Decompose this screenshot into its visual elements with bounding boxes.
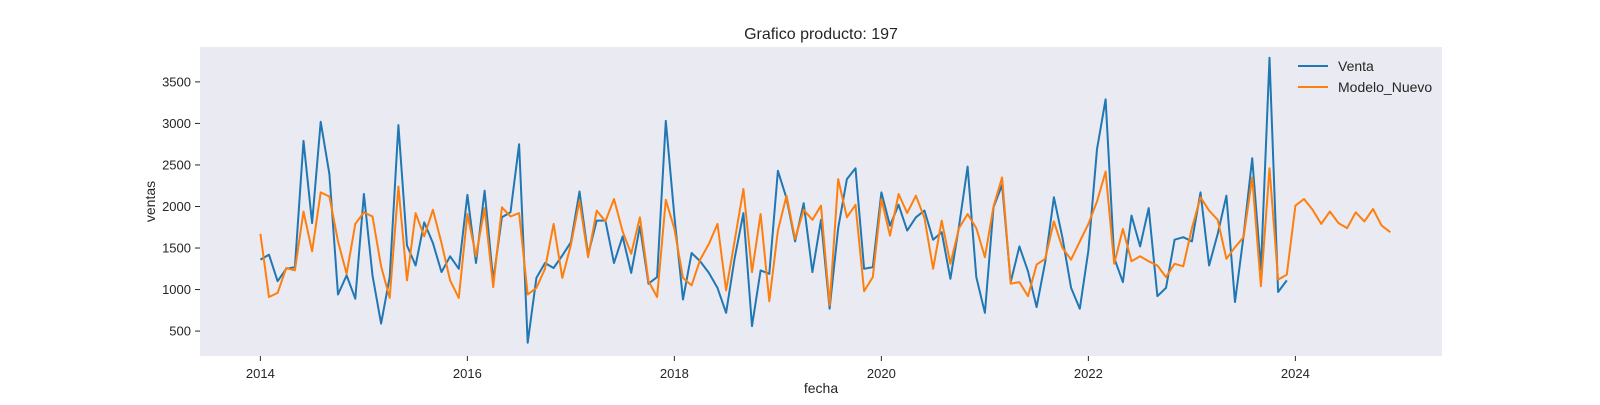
y-tick-label: 1500 (162, 241, 191, 256)
x-axis-label: fecha (804, 380, 838, 396)
x-tick-label: 2022 (1074, 366, 1103, 381)
y-axis: 500 1000 1500 2000 2500 3000 3500 (162, 74, 200, 339)
y-tick-label: 2500 (162, 157, 191, 172)
x-tick-label: 2014 (246, 366, 275, 381)
y-tick-label: 3000 (162, 116, 191, 131)
x-tick-label: 2016 (453, 366, 482, 381)
x-tick-label: 2018 (660, 366, 689, 381)
plot-background (200, 47, 1442, 356)
y-tick-label: 500 (169, 324, 191, 339)
y-tick-label: 3500 (162, 74, 191, 89)
legend: Venta Modelo_Nuevo (1298, 58, 1432, 95)
legend-label: Venta (1338, 58, 1374, 74)
y-tick-label: 2000 (162, 199, 191, 214)
x-tick-label: 2024 (1281, 366, 1310, 381)
chart-title: Grafico producto: 197 (744, 26, 898, 43)
series-line-modelo-nuevo (259, 167, 1391, 307)
y-tick-label: 1000 (162, 282, 191, 297)
x-tick-label: 2020 (867, 366, 896, 381)
y-axis-label: ventas (142, 181, 158, 222)
series-layer (259, 56, 1391, 344)
x-axis: 2014 2016 2018 2020 2022 2024 (246, 356, 1310, 381)
legend-label: Modelo_Nuevo (1338, 79, 1432, 95)
